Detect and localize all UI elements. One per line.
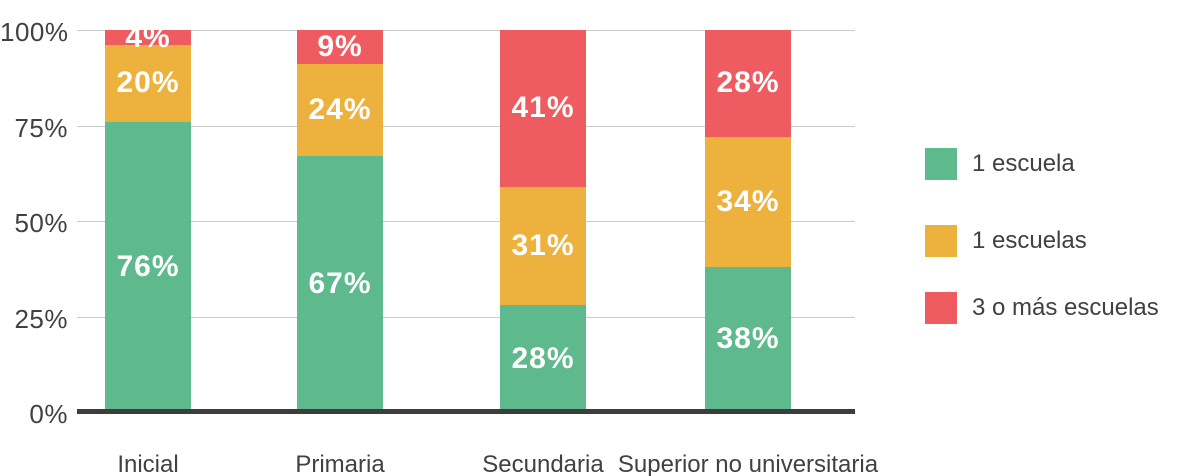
- bar-value-label: 28%: [511, 341, 575, 375]
- legend-label: 1 escuela: [972, 150, 1075, 177]
- bar-value-label: 31%: [511, 228, 575, 262]
- gridline: [77, 125, 855, 127]
- gridline: [77, 221, 855, 222]
- bar-value-label: 28%: [716, 66, 780, 100]
- bar-value-label: 76%: [116, 249, 180, 283]
- bar-column-superior-no-universitaria: 38% 34% 28%: [705, 30, 791, 412]
- bar-value-label: 67%: [308, 267, 372, 301]
- bar-segment: 28%: [500, 305, 586, 412]
- y-axis-label: 100%: [0, 17, 69, 47]
- bar-value-label: 4%: [125, 30, 171, 54]
- legend-swatch-icon: [925, 292, 957, 324]
- x-axis-label: Secundaria: [482, 451, 604, 476]
- bar-segment: 24%: [297, 64, 383, 157]
- bar-column-secundaria: 28% 31% 41%: [500, 30, 586, 412]
- bar-value-label: 41%: [511, 91, 575, 125]
- y-axis-label: 25%: [14, 303, 68, 334]
- bar-segment: 20%: [105, 45, 191, 122]
- legend-swatch-icon: [925, 225, 957, 257]
- bar-segment: 4%: [105, 30, 191, 52]
- legend-label: 3 o más escuelas: [972, 294, 1159, 321]
- legend-swatch-icon: [925, 148, 957, 180]
- gridline: [77, 30, 855, 31]
- x-axis-baseline: [77, 409, 855, 414]
- x-axis-label: Inicial: [117, 451, 179, 476]
- legend-item: 1 escuela: [925, 148, 1075, 180]
- plot-area: 76% 20% 4% 67% 24% 9% 28% 31% 41% 38% 34% 28%: [77, 30, 855, 412]
- bar-column-inicial: 76% 20% 4%: [105, 30, 191, 412]
- bar-value-label: 38%: [716, 322, 780, 356]
- bar-segment: 38%: [705, 266, 791, 412]
- gridline: [77, 316, 855, 318]
- bar-segment: 9%: [297, 30, 383, 65]
- bar-segment: 41%: [500, 30, 586, 187]
- bar-segment: 76%: [105, 121, 191, 412]
- bar-column-primaria: 67% 24% 9%: [297, 30, 383, 412]
- bar-value-label: 34%: [716, 184, 780, 218]
- bar-segment: 67%: [297, 156, 383, 412]
- bar-value-label: 20%: [116, 66, 180, 100]
- y-axis-label: 0%: [29, 399, 68, 429]
- bar-segment: 31%: [500, 186, 586, 306]
- legend-item: 1 escuelas: [925, 225, 1087, 257]
- bar-value-label: 9%: [317, 30, 363, 64]
- legend-label: 1 escuelas: [972, 227, 1087, 254]
- x-axis-label: Primaria: [295, 451, 385, 476]
- bar-value-label: 24%: [308, 93, 372, 127]
- x-axis-label: Superior no universitaria: [617, 451, 879, 476]
- y-axis-label: 75%: [14, 112, 68, 143]
- bar-segment: 34%: [705, 136, 791, 267]
- legend-item: 3 o más escuelas: [925, 292, 1159, 324]
- bar-segment: 28%: [705, 30, 791, 137]
- y-axis-label: 50%: [14, 208, 68, 238]
